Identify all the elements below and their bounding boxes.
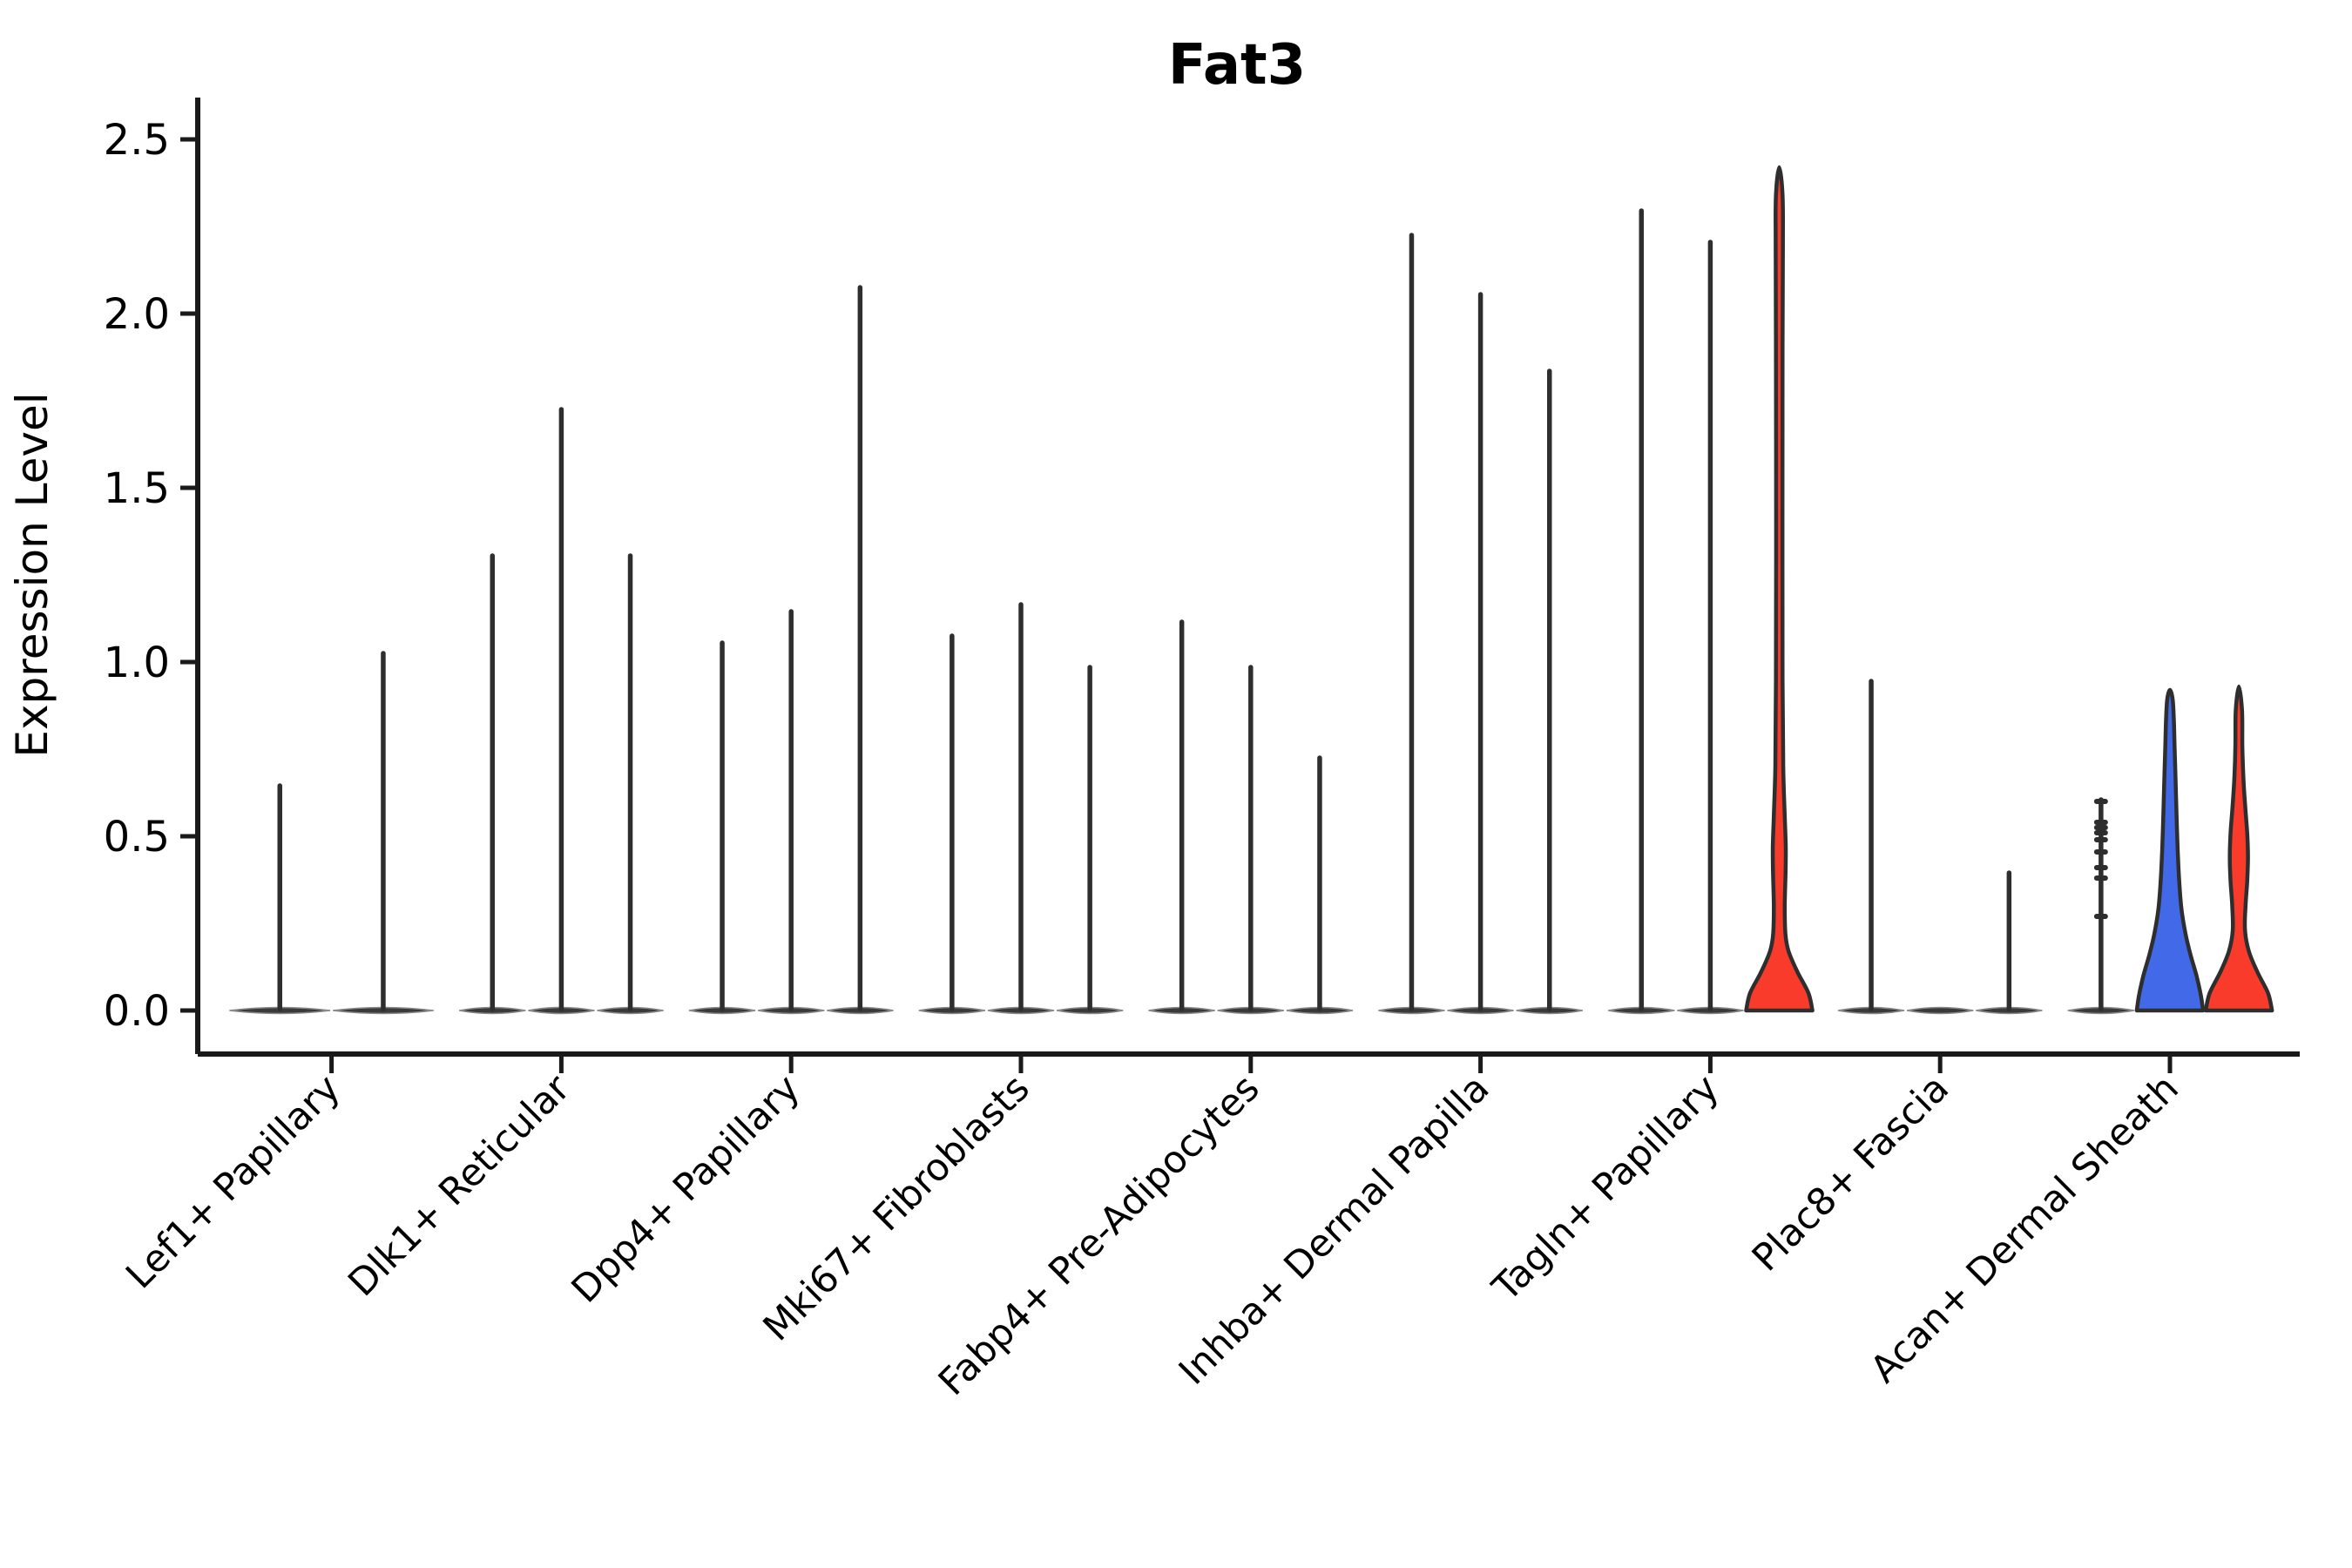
violin	[2203, 684, 2274, 1013]
x-tick-label: Dlk1+ Reticular	[340, 1066, 578, 1305]
violin	[1286, 755, 1354, 1015]
violin-group	[1378, 233, 1583, 1015]
strip-dot	[2093, 820, 2108, 825]
x-tick-label: Plac8+ Fascia	[1744, 1066, 1957, 1280]
violin	[229, 783, 331, 1015]
violin	[1906, 1006, 1974, 1015]
violin	[1677, 240, 1744, 1015]
strip-dot	[2093, 849, 2108, 855]
violin	[1217, 665, 1285, 1015]
violin	[1447, 292, 1514, 1015]
violin-group	[918, 602, 1124, 1015]
violin	[459, 553, 526, 1015]
violin	[757, 609, 825, 1015]
y-tick-label: 1.0	[104, 639, 170, 687]
violin-group	[688, 285, 894, 1015]
violin	[1608, 208, 1675, 1015]
axes: 0.0 0.5 1.0 1.5 2.0 2.5	[104, 98, 2300, 1073]
chart-title: Fat3	[1168, 33, 1306, 98]
violins-layer	[229, 165, 2274, 1015]
y-tick-label: 2.5	[104, 116, 170, 165]
y-axis-label: Expression Level	[7, 392, 57, 757]
strip-dot	[2093, 825, 2108, 830]
violin-group	[229, 651, 434, 1015]
violin	[2134, 687, 2206, 1013]
violin	[1516, 368, 1583, 1015]
violin	[1378, 233, 1445, 1015]
violin	[1056, 665, 1124, 1015]
y-tick-label: 1.5	[104, 464, 170, 513]
y-tick-label: 2.0	[104, 290, 170, 339]
violin	[1148, 619, 1215, 1015]
strip-dot	[2093, 875, 2108, 881]
violin	[987, 602, 1055, 1015]
y-tick-label: 0.5	[104, 813, 170, 862]
violin	[1837, 679, 1905, 1015]
violin-group	[1608, 165, 1815, 1015]
strip-dot	[2093, 914, 2108, 919]
x-tick-label: Dpp4+ Papillary	[564, 1066, 808, 1311]
violin	[688, 640, 756, 1015]
violin-body	[2134, 687, 2206, 1013]
violin-base	[1906, 1006, 1974, 1015]
violin-group	[2067, 684, 2274, 1015]
violin	[827, 285, 894, 1015]
strip-dot	[2093, 799, 2108, 804]
violin	[1744, 165, 1815, 1013]
violin	[2067, 797, 2135, 1015]
violin	[918, 633, 986, 1015]
strip-dot	[2093, 865, 2108, 870]
violin	[333, 651, 434, 1015]
y-tick-label: 0.0	[104, 987, 170, 1036]
violin	[597, 553, 664, 1015]
strip-dot	[2093, 837, 2108, 842]
violin-body	[1744, 165, 1815, 1013]
violin-group	[459, 407, 664, 1015]
violin	[528, 407, 595, 1015]
violin-group	[1837, 679, 2043, 1015]
violin	[1976, 870, 2043, 1015]
strip-dot	[2093, 830, 2108, 835]
violin-body	[2203, 684, 2274, 1013]
violin-group	[1148, 619, 1354, 1015]
x-tick-label: Lef1+ Papillary	[118, 1066, 348, 1297]
x-tick-label: Tagln+ Papillary	[1484, 1066, 1727, 1310]
